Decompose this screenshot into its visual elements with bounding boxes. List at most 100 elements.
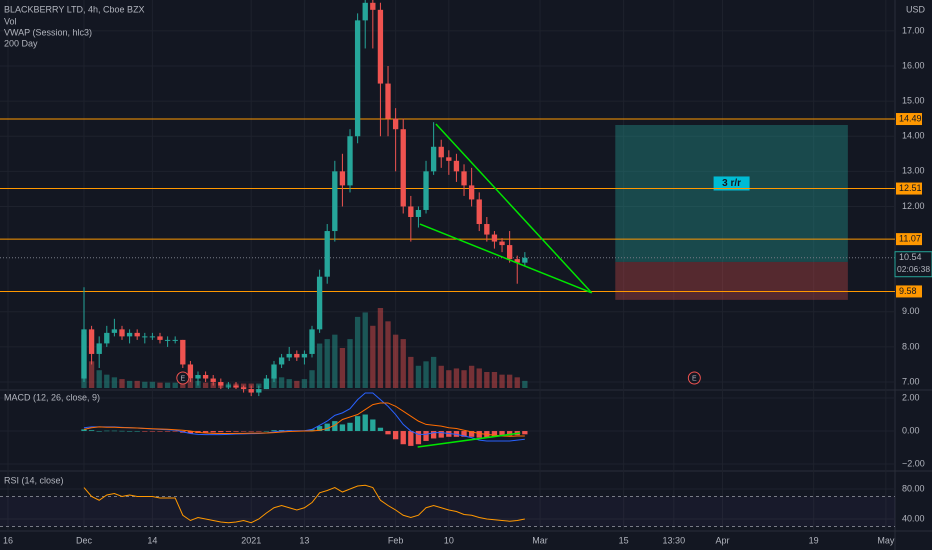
volume-bar: [332, 334, 338, 388]
volume-bar: [157, 382, 163, 388]
candle-body: [202, 375, 209, 379]
volume-bar: [164, 382, 171, 388]
candle-body: [347, 136, 353, 186]
volume-bar: [400, 339, 406, 388]
candle-body: [324, 231, 330, 277]
trendline: [435, 123, 593, 294]
candle-body: [96, 343, 102, 354]
x-tick-label: 13: [299, 535, 309, 545]
macd-histogram-bar: [392, 431, 399, 440]
macd-histogram-bar: [225, 431, 232, 432]
candle-body: [271, 364, 277, 379]
volume-bar: [202, 382, 209, 388]
candle-body: [187, 364, 194, 379]
candle-body: [506, 245, 513, 260]
volume-bar: [126, 380, 133, 388]
candle-body: [294, 353, 300, 358]
volume-bar: [88, 361, 95, 388]
volume-bar: [514, 377, 520, 388]
candle-body: [362, 2, 368, 21]
currency: USD: [906, 4, 926, 14]
volume-bar: [134, 380, 140, 388]
candle-body: [438, 146, 444, 158]
legend-item: VWAP (Session, hlc3): [4, 27, 92, 37]
candle-body: [491, 234, 498, 242]
macd-histogram-bar: [324, 423, 330, 432]
macd-histogram-bar: [142, 431, 148, 432]
macd-histogram-bar: [415, 431, 422, 445]
countdown: 02:06:38: [897, 264, 930, 274]
volume-bar: [301, 379, 308, 388]
rsi-band: [0, 496, 895, 527]
y-tick-label: 15.00: [902, 96, 925, 106]
macd-histogram-bar: [202, 431, 209, 433]
candle-body: [377, 9, 384, 84]
level-label-box: [896, 233, 922, 246]
candle-body: [522, 257, 528, 263]
volume-bar: [142, 381, 148, 388]
macd-histogram-bar: [468, 431, 475, 437]
candle-body: [453, 160, 460, 172]
volume-bar: [499, 374, 505, 388]
volume-bar: [370, 325, 376, 388]
macd-histogram-bar: [332, 421, 338, 432]
volume-bar: [438, 365, 444, 388]
candle-body: [446, 157, 452, 161]
y-tick-label: 40.00: [902, 513, 925, 523]
volume-bar: [172, 382, 178, 388]
chart-title: BLACKBERRY LTD, 4h, Cboe BZX: [4, 4, 145, 14]
volume-bar: [294, 380, 300, 388]
legend-item: Vol: [4, 16, 17, 26]
macd-histogram-bar: [134, 431, 140, 432]
candle-body: [278, 357, 285, 365]
macd-histogram-bar: [111, 430, 118, 432]
candle-body: [385, 83, 391, 119]
volume-bar: [461, 370, 467, 388]
rsi-title: RSI (14, close): [4, 475, 64, 485]
level-label-box: [896, 113, 922, 126]
candle-body: [461, 171, 467, 186]
volume-bar: [104, 374, 110, 388]
macd-histogram-bar: [149, 431, 156, 432]
y-tick-label: 16.00: [902, 60, 925, 70]
candle-body: [370, 2, 376, 10]
y-tick-label: 17.00: [902, 25, 925, 35]
candle-body: [218, 382, 224, 386]
profit-zone: [615, 125, 848, 262]
candle-body: [225, 385, 232, 387]
volume-bar: [271, 377, 277, 388]
candle-body: [104, 332, 110, 344]
macd-histogram-bar: [476, 431, 482, 438]
x-tick-label: 16: [3, 535, 13, 545]
candle-body: [134, 332, 140, 337]
macd-line: [83, 402, 525, 437]
macd-histogram-bar: [400, 431, 406, 445]
candle-body: [468, 185, 475, 200]
candle-body: [248, 389, 254, 393]
volume-bar: [468, 365, 475, 388]
level-label: 14.49: [899, 113, 922, 123]
event-marker: [687, 371, 701, 385]
event-marker: [176, 371, 190, 385]
x-tick-label: Apr: [715, 535, 729, 545]
candle-body: [111, 329, 118, 333]
candle-body: [286, 353, 292, 358]
x-tick-label: May: [877, 535, 895, 545]
y-tick-label: 14.00: [902, 131, 925, 141]
candle-body: [210, 378, 216, 383]
macd-histogram-bar: [88, 430, 95, 432]
level-label: 11.07: [899, 233, 921, 243]
macd-histogram-bar: [119, 430, 125, 432]
volume-bar: [476, 368, 482, 388]
candle-body: [172, 339, 178, 341]
volume-bar: [339, 348, 346, 388]
candle-body: [164, 339, 171, 341]
y-tick-label: 13.00: [902, 166, 925, 176]
volume-bar: [119, 379, 125, 388]
macd-trendline: [417, 432, 521, 448]
macd-histogram-bar: [377, 427, 384, 432]
volume-bar: [111, 377, 118, 388]
candle-body: [142, 336, 148, 338]
